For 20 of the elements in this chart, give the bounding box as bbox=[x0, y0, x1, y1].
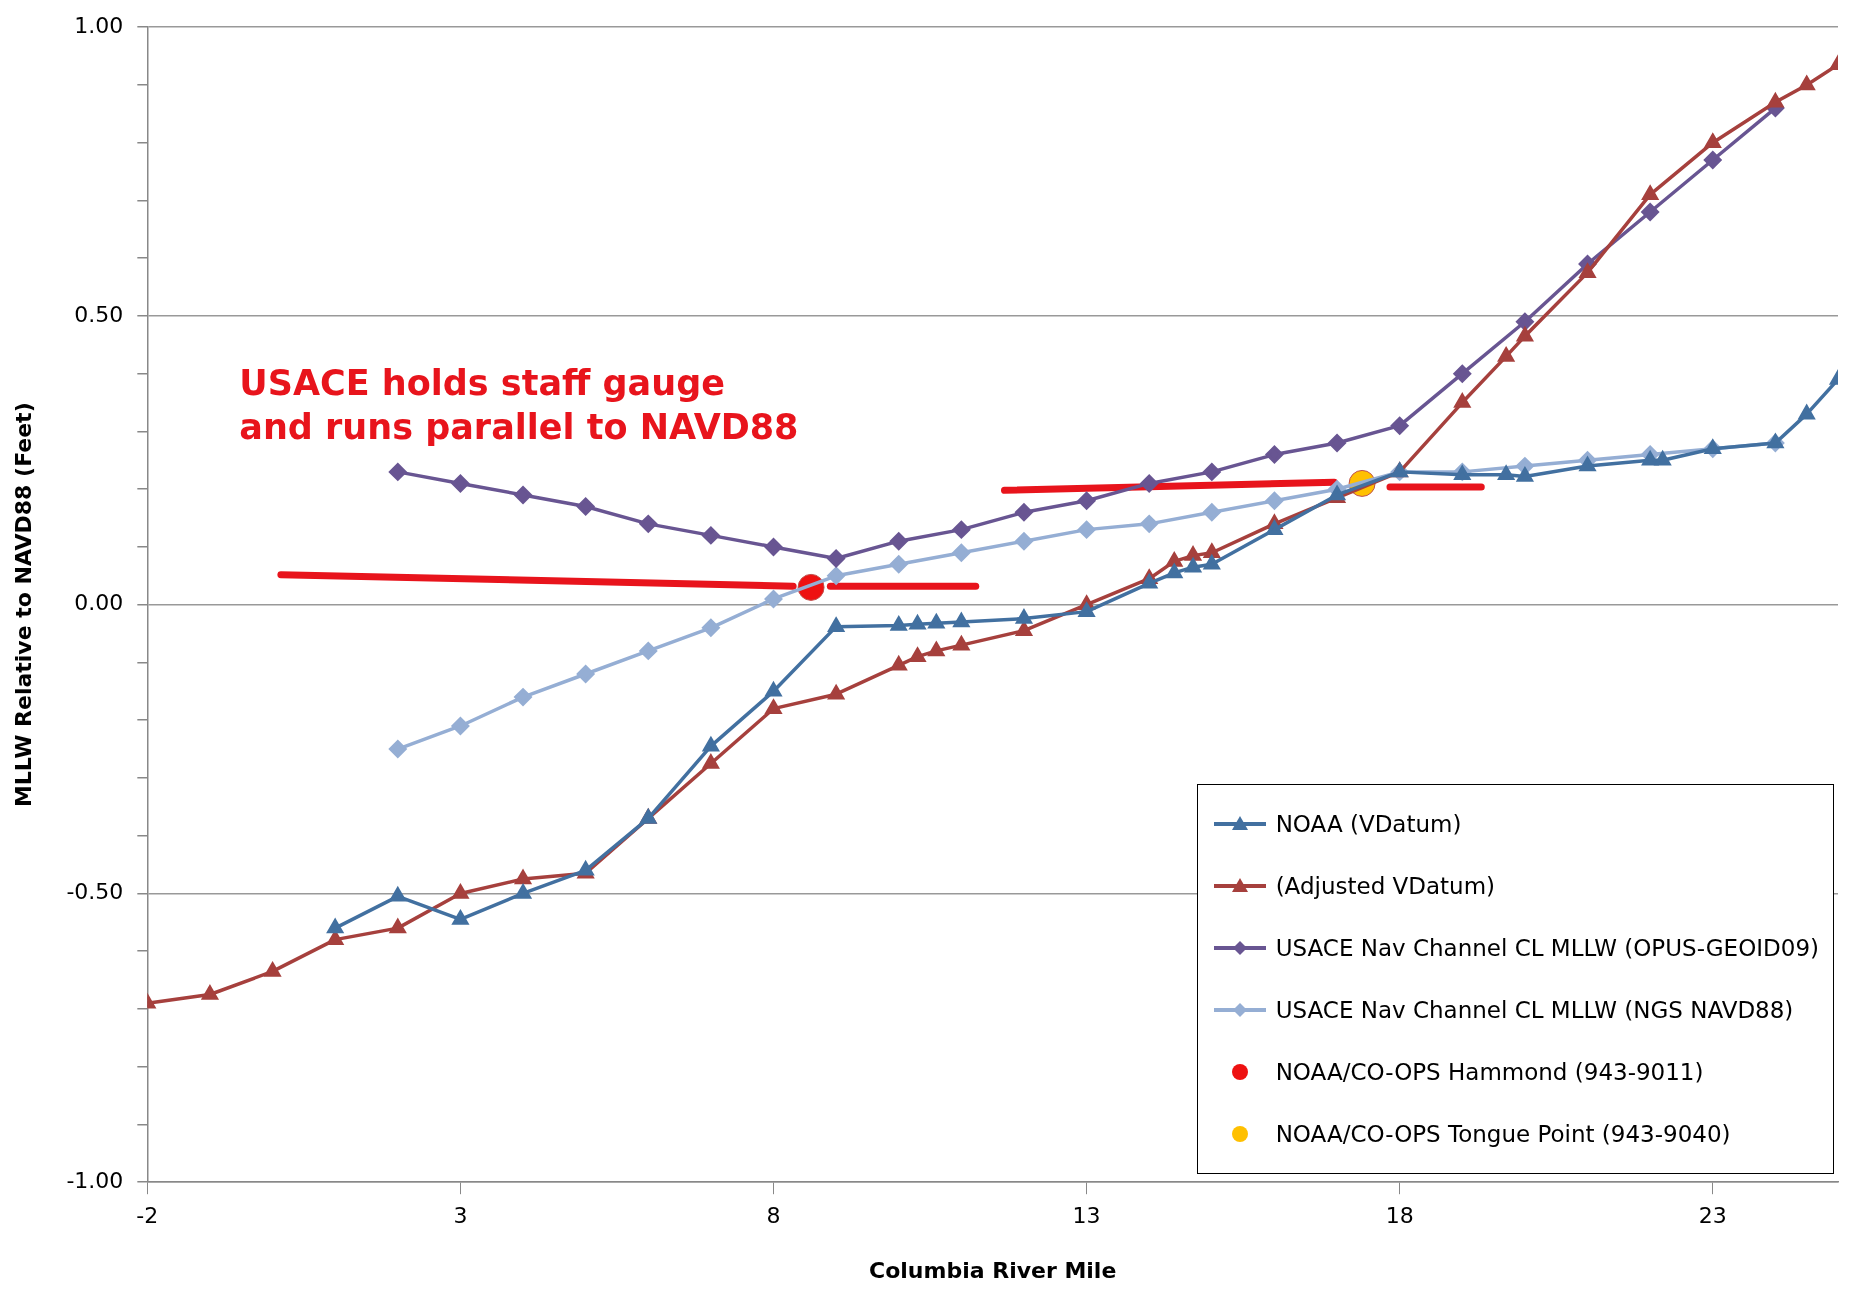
legend-label: NOAA/CO-OPS Hammond (943-9011) bbox=[1275, 1059, 1704, 1086]
legend-label: USACE Nav Channel CL MLLW (NGS NAVD88) bbox=[1275, 997, 1794, 1024]
x-tick-label: 8 bbox=[766, 1203, 781, 1229]
y-tick-label: -0.50 bbox=[66, 879, 124, 905]
x-tick-label: 13 bbox=[1072, 1203, 1101, 1229]
x-tick-label: 23 bbox=[1698, 1203, 1727, 1229]
y-tick-label: 0.50 bbox=[74, 301, 124, 327]
y-tick-label: 1.00 bbox=[74, 12, 124, 38]
legend-label: USACE Nav Channel CL MLLW (OPUS-GEOID09) bbox=[1275, 935, 1819, 962]
x-tick-label: -2 bbox=[136, 1203, 159, 1229]
y-tick-label: 0.00 bbox=[74, 590, 124, 616]
legend-label: NOAA/CO-OPS Tongue Point (943-9040) bbox=[1275, 1121, 1731, 1148]
legend-label: (Adjusted VDatum) bbox=[1275, 873, 1496, 900]
legend-label: NOAA (VDatum) bbox=[1275, 811, 1462, 838]
x-axis-title: Columbia River Mile bbox=[869, 1257, 1117, 1283]
x-tick-label: 3 bbox=[453, 1203, 468, 1229]
annotation: USACE holds staff gauge and runs parallel to NAVD88 bbox=[239, 362, 800, 449]
y-tick-label: -1.00 bbox=[66, 1167, 124, 1193]
x-tick-label: 18 bbox=[1385, 1203, 1414, 1229]
y-axis-title: MLLW Relative to NAVD88 (Feet) bbox=[10, 402, 36, 808]
